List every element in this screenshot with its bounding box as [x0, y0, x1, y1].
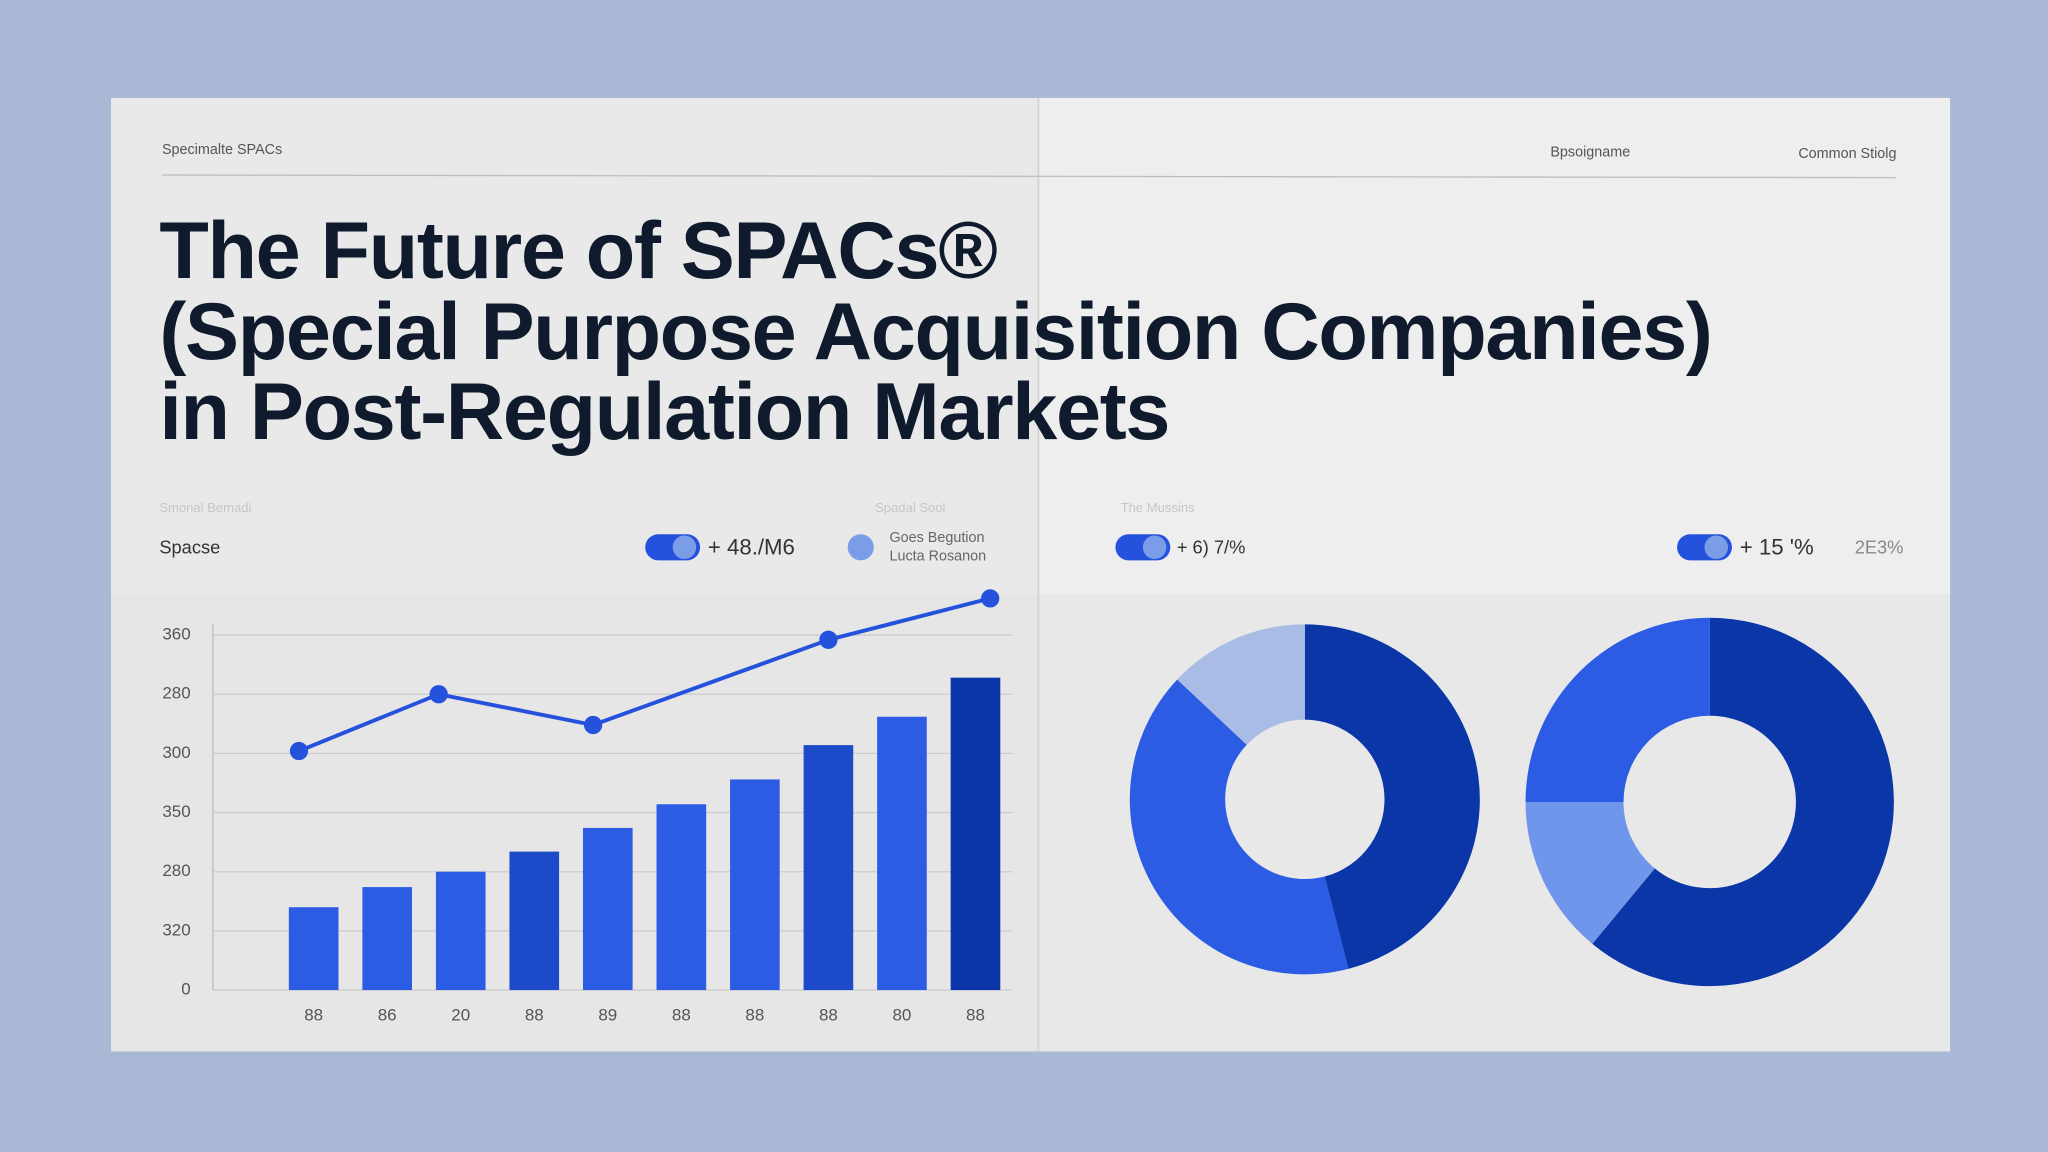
- bar: [950, 677, 1001, 991]
- header-rule: [161, 174, 1897, 179]
- y-tick-label: 360: [162, 625, 190, 644]
- y-tick-label: 280: [162, 684, 190, 703]
- y-tick-label: 280: [162, 861, 190, 880]
- bar: [730, 779, 780, 991]
- legend-dot: [847, 534, 874, 561]
- line-point: [429, 685, 448, 704]
- stat-value: + 6) 7/%: [1177, 536, 1246, 557]
- title-line: (Special Purpose Acquisition Companies): [159, 287, 1711, 377]
- x-tick-label: 20: [451, 1006, 470, 1025]
- bar: [803, 745, 854, 991]
- legend-text: Lucta Rosanon: [889, 548, 986, 564]
- legend-text: Goes Begution: [889, 530, 984, 546]
- pie-slice: [1129, 679, 1349, 975]
- line-point: [981, 589, 1000, 608]
- caption: The Mussins: [1121, 500, 1195, 515]
- x-tick-label: 88: [819, 1006, 838, 1025]
- toggle: [1677, 534, 1732, 561]
- stat-value: 2E3%: [1855, 536, 1904, 557]
- bar: [362, 887, 413, 991]
- x-tick-label: 88: [745, 1006, 764, 1025]
- stats-label: Spacse: [159, 536, 220, 557]
- x-tick-label: 88: [966, 1006, 985, 1025]
- bar: [288, 907, 339, 991]
- y-tick-label: 350: [162, 802, 190, 821]
- y-tick-label: 320: [162, 920, 190, 939]
- x-tick-label: 80: [893, 1006, 912, 1025]
- y-tick-label: 300: [162, 743, 190, 762]
- x-tick-label: 88: [525, 1006, 544, 1025]
- line-point: [819, 630, 838, 649]
- toggle: [1115, 534, 1171, 561]
- caption: Smonal Bemadi: [159, 500, 251, 515]
- x-tick-label: 86: [378, 1006, 397, 1025]
- line-point: [289, 741, 309, 761]
- line-point: [583, 715, 603, 735]
- header-right: Common Stiolg: [1798, 146, 1896, 162]
- bar: [656, 804, 707, 991]
- y-tick-label: 0: [181, 980, 190, 999]
- x-tick-label: 88: [672, 1006, 691, 1025]
- stat-value: + 48./M6: [708, 534, 795, 559]
- header-left: Specimalte SPACs: [162, 142, 282, 158]
- bar: [582, 827, 633, 991]
- stat-value: + 15 '%: [1740, 534, 1814, 559]
- bar: [877, 716, 927, 991]
- header-center: Bpsoigname: [1550, 145, 1630, 161]
- pie-slice: [1304, 624, 1480, 969]
- caption: Spadal Sool: [875, 500, 945, 515]
- pie-slice: [1177, 624, 1305, 745]
- title-line: The Future of SPACs®: [159, 206, 997, 296]
- toggle: [645, 534, 701, 561]
- bar: [509, 851, 560, 991]
- title-line: in Post-Regulation Markets: [159, 367, 1169, 457]
- pie-slice: [1592, 617, 1894, 987]
- x-tick-label: 88: [304, 1006, 323, 1025]
- x-tick-label: 89: [598, 1006, 617, 1025]
- bar: [435, 871, 486, 991]
- pie-slice: [1525, 617, 1710, 802]
- pie-slice: [1525, 801, 1655, 944]
